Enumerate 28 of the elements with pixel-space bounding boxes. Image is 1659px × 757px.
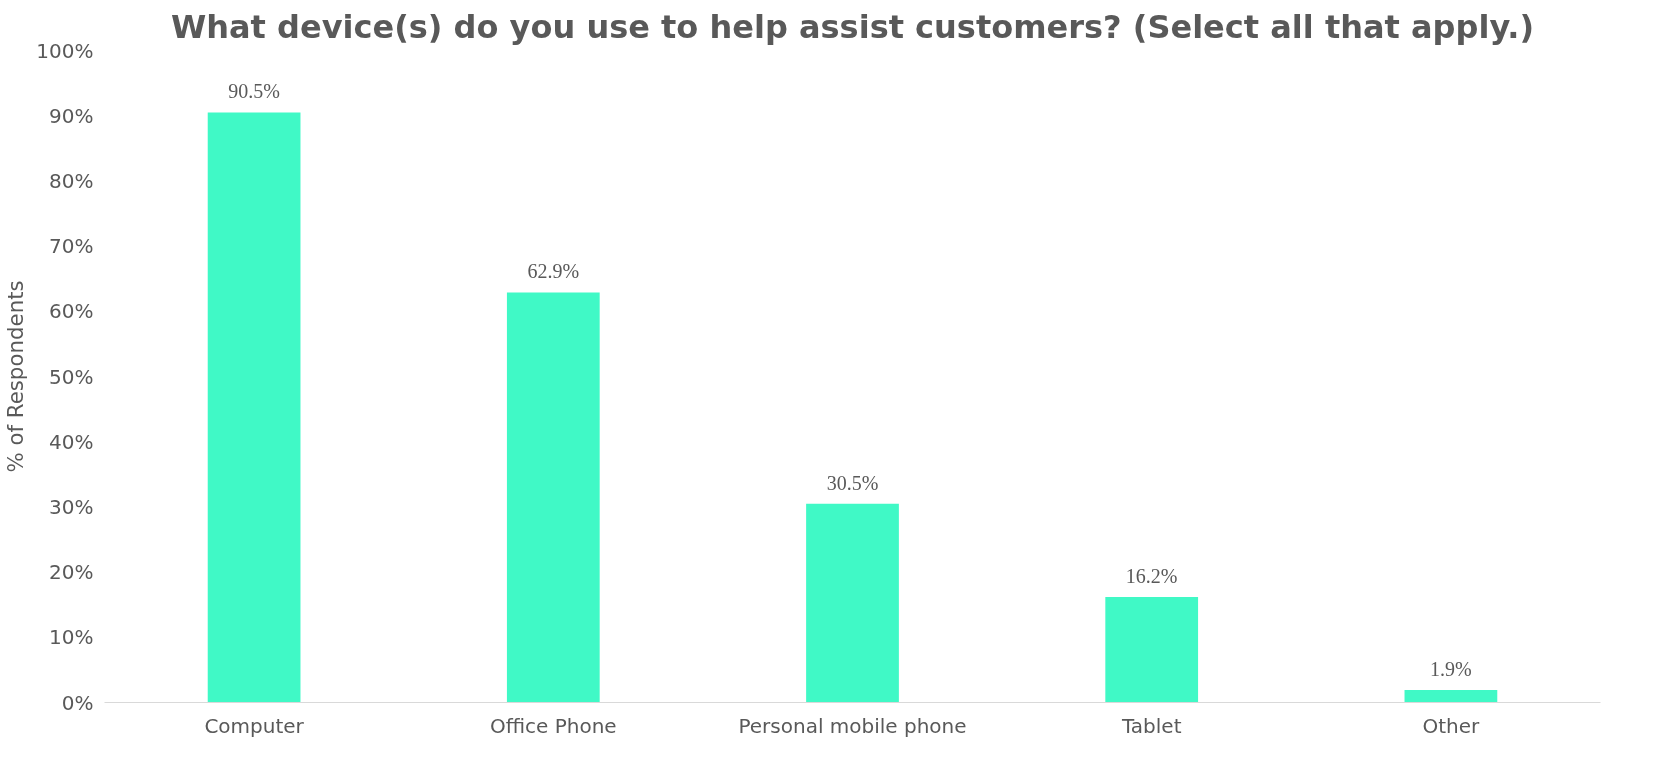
bar: [806, 503, 899, 703]
data-label: 90.5%: [228, 80, 280, 103]
y-tick-label: 20%: [49, 560, 94, 585]
y-tick-label: 0%: [61, 690, 94, 715]
y-tick-label: 30%: [49, 494, 94, 519]
y-tick-label: 60%: [49, 299, 94, 324]
x-tick-label: Computer: [204, 713, 305, 738]
bar: [1404, 690, 1498, 703]
y-axis-title: % of Respondents: [3, 280, 29, 473]
data-label: 1.9%: [1430, 658, 1472, 681]
data-label: 30.5%: [826, 471, 879, 494]
y-tick-label: 90%: [49, 103, 94, 128]
chart-title: What device(s) do you use to help assist customers? (Select all that apply.): [170, 7, 1535, 46]
bar: [1105, 596, 1199, 703]
bar: [207, 112, 301, 703]
y-tick-label: 10%: [49, 625, 94, 650]
x-tick-label: Office Phone: [489, 713, 617, 738]
data-label: 16.2%: [1125, 564, 1178, 587]
x-tick-label: Tablet: [1120, 713, 1182, 738]
y-tick-label: 100%: [36, 38, 94, 63]
y-tick-label: 40%: [49, 429, 94, 454]
y-tick-label: 70%: [49, 234, 94, 259]
x-tick-label: Personal mobile phone: [738, 713, 967, 738]
y-tick-label: 80%: [49, 168, 94, 193]
data-label: 62.9%: [527, 260, 580, 283]
bar: [506, 292, 600, 703]
y-tick-label: 50%: [49, 364, 94, 389]
x-tick-label: Other: [1422, 713, 1481, 738]
